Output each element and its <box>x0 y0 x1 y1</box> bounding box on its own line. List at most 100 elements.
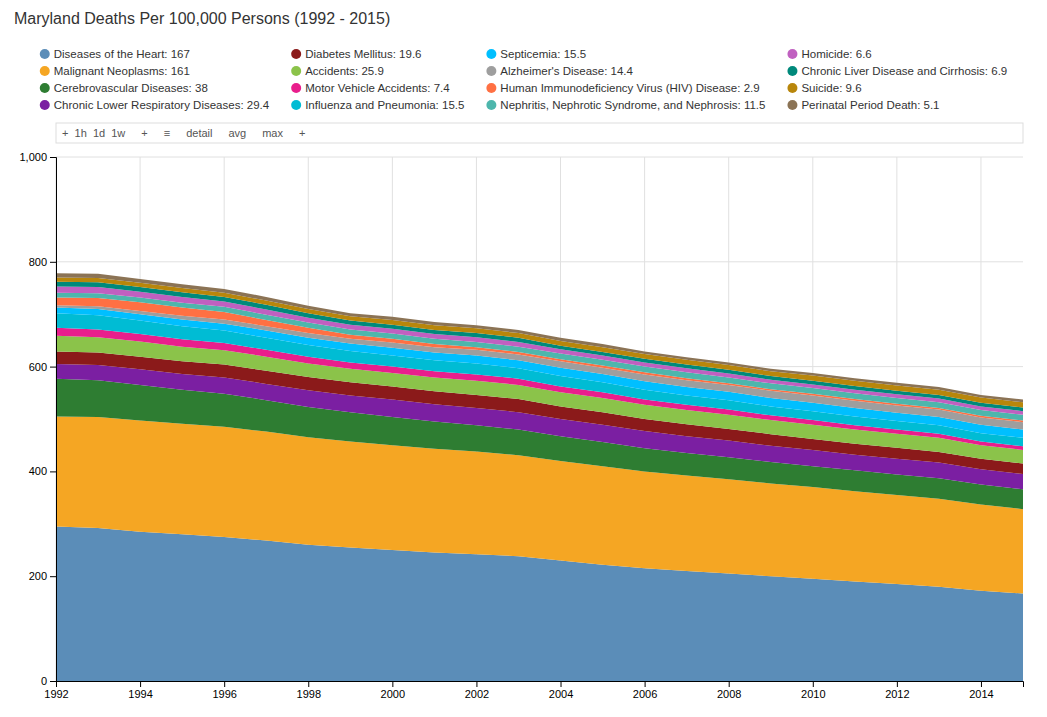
legend: Diseases of the Heart: 167 Malignant Neop… <box>40 48 1007 111</box>
tick: 1992 <box>44 681 68 700</box>
tick-label: 2008 <box>717 688 741 700</box>
grid <box>56 157 1023 681</box>
area-series <box>56 297 1023 422</box>
legend-swatch <box>40 66 50 76</box>
toolbar: + 1h 1d 1w + ≡ detail avg max + <box>56 123 1023 143</box>
tick-label: 2012 <box>885 688 909 700</box>
tick-mark <box>392 681 393 687</box>
grid-line-y <box>56 157 1023 158</box>
grid-line-y <box>56 261 1023 262</box>
tick-label: 200 <box>29 570 47 582</box>
tick: 600 <box>29 361 56 373</box>
legend-swatch <box>291 49 301 59</box>
legend-swatch <box>40 83 50 93</box>
tick-label: 800 <box>29 256 47 268</box>
tick: 0 <box>41 675 56 687</box>
tick: 2006 <box>633 681 657 700</box>
tick-mark <box>813 681 814 687</box>
annotation: avg <box>228 127 246 139</box>
legend-item: Nephritis, Nephrotic Syndrome, and Nephr… <box>486 99 765 111</box>
legend-swatch <box>486 49 496 59</box>
area-series <box>56 307 1023 437</box>
legend-item: Motor Vehicle Accidents: 7.4 <box>291 82 450 94</box>
tick: 400 <box>29 465 56 477</box>
tick: 2004 <box>549 681 573 700</box>
tick-mark <box>308 681 309 687</box>
legend-label: Influenza and Pneumonia: 15.5 <box>305 99 464 111</box>
tick-label: 0 <box>41 675 47 687</box>
area-series <box>56 313 1023 446</box>
tick-mark <box>140 681 141 687</box>
tick: 2000 <box>381 681 405 700</box>
area-series <box>56 286 1023 414</box>
legend-label: Motor Vehicle Accidents: 7.4 <box>305 82 450 94</box>
legend-label: Human Immunodeficiency Virus (HIV) Disea… <box>500 82 759 94</box>
area-series <box>56 278 1023 408</box>
annotation: detail <box>186 127 212 139</box>
area-series <box>56 293 1023 421</box>
annotation: + 1h 1d 1w <box>62 127 125 139</box>
legend-label: Chronic Liver Disease and Cirrhosis: 6.9 <box>801 65 1007 77</box>
tick-mark <box>50 576 56 577</box>
tick-label: 1,000 <box>19 151 47 163</box>
tick-mark <box>645 681 646 687</box>
annotation: max <box>262 127 283 139</box>
legend-swatch <box>291 83 301 93</box>
legend-swatch <box>787 83 797 93</box>
tick-label: 400 <box>29 465 47 477</box>
area-series <box>56 282 1023 411</box>
legend-item: Diabetes Mellitus: 19.6 <box>291 48 421 60</box>
tick: 2002 <box>465 681 489 700</box>
x-axis: 1992 1994 1996 1998 2000 2002 2004 2006 2008 2010… <box>44 681 1023 700</box>
annotation: + <box>299 127 305 139</box>
tick-label: 1996 <box>212 688 236 700</box>
tick-mark <box>224 681 225 687</box>
tick: 2014 <box>969 681 993 700</box>
tick-label: 1992 <box>44 688 68 700</box>
tick: 2012 <box>885 681 909 700</box>
tick: 1996 <box>212 681 236 700</box>
legend-item: Human Immunodeficiency Virus (HIV) Disea… <box>486 82 759 94</box>
legend-label: Cerebrovascular Diseases: 38 <box>54 82 208 94</box>
legend-item: Diseases of the Heart: 167 <box>40 48 190 60</box>
legend-item: Alzheimer's Disease: 14.4 <box>486 65 633 77</box>
tick: 1994 <box>128 681 152 700</box>
legend-swatch <box>787 49 797 59</box>
area-series <box>56 273 1023 402</box>
y-axis: 0 200 400 600 800 1,000 <box>19 151 56 687</box>
legend-label: Perinatal Period Death: 5.1 <box>801 99 939 111</box>
tick-label: 2014 <box>969 688 993 700</box>
tick-mark <box>50 367 56 368</box>
legend-item: Malignant Neoplasms: 161 <box>40 65 190 77</box>
toolbar-frame <box>56 123 1023 143</box>
tick: 2010 <box>801 681 825 700</box>
chart-root: Maryland Deaths Per 100,000 Persons (199… <box>0 0 1047 717</box>
tick-label: 2006 <box>633 688 657 700</box>
tick-mark <box>729 681 730 687</box>
legend-item: Chronic Lower Respiratory Diseases: 29.4 <box>40 99 270 111</box>
x-axis-line <box>57 682 1024 688</box>
tick-label: 600 <box>29 361 47 373</box>
legend-label: Nephritis, Nephrotic Syndrome, and Nephr… <box>500 99 765 111</box>
legend-label: Accidents: 25.9 <box>305 65 384 77</box>
annotation: ≡ <box>164 127 170 139</box>
legend-item: Influenza and Pneumonia: 15.5 <box>291 99 464 111</box>
tick-mark <box>50 262 56 263</box>
tick-mark <box>981 681 982 687</box>
tick: 800 <box>29 256 56 268</box>
legend-label: Diabetes Mellitus: 19.6 <box>305 48 421 60</box>
legend-swatch <box>291 66 301 76</box>
tick-mark <box>50 157 56 158</box>
tick-mark <box>561 681 562 687</box>
area-series <box>56 305 1023 429</box>
legend-swatch <box>40 49 50 59</box>
legend-swatch <box>486 83 496 93</box>
legend-label: Malignant Neoplasms: 161 <box>54 65 190 77</box>
tick: 1998 <box>297 681 321 700</box>
tick-mark <box>476 681 477 687</box>
tick-label: 2010 <box>801 688 825 700</box>
legend-label: Homicide: 6.6 <box>801 48 871 60</box>
legend-swatch <box>486 100 496 110</box>
annotation: + <box>141 127 147 139</box>
legend-swatch <box>787 100 797 110</box>
